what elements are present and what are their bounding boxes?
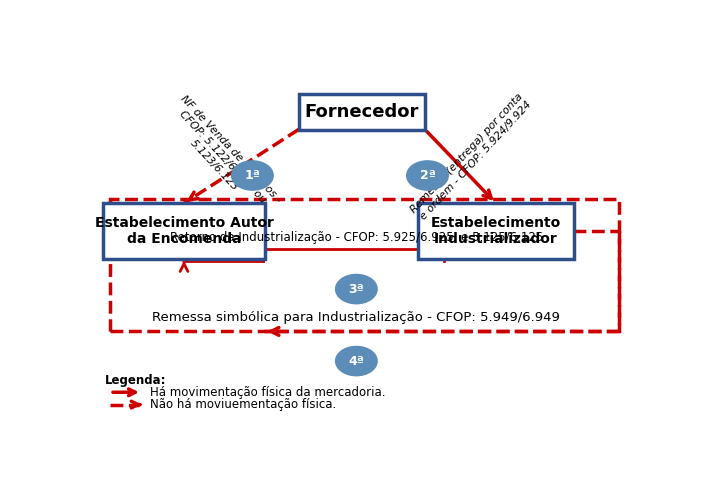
Text: Legenda:: Legenda: bbox=[104, 374, 166, 387]
Text: NF de Venda de Insumos -
CFOP: 5.122/6.122  ou
5.123/6.123: NF de Venda de Insumos - CFOP: 5.122/6.1… bbox=[162, 94, 283, 220]
FancyBboxPatch shape bbox=[103, 204, 265, 259]
Text: Estabelecimento
Industrializador: Estabelecimento Industrializador bbox=[431, 216, 561, 246]
Text: Estabelecimento Autor
da Encomenda: Estabelecimento Autor da Encomenda bbox=[95, 216, 273, 246]
Text: Retorno da Industrialização - CFOP: 5.925/6.925  e 5.125/6.125: Retorno da Industrialização - CFOP: 5.92… bbox=[169, 231, 543, 244]
Text: 4ª: 4ª bbox=[349, 354, 364, 368]
FancyBboxPatch shape bbox=[418, 204, 574, 259]
Circle shape bbox=[335, 346, 377, 376]
Text: Não há moviuementação física.: Não há moviuementação física. bbox=[150, 398, 336, 411]
Text: Remessa (entrega) por conta
e ordem - CFOP: 5.924/9.924: Remessa (entrega) por conta e ordem - CF… bbox=[409, 92, 534, 222]
Circle shape bbox=[232, 161, 273, 190]
FancyBboxPatch shape bbox=[299, 94, 425, 130]
Text: 3ª: 3ª bbox=[349, 282, 364, 296]
Text: 1ª: 1ª bbox=[244, 169, 261, 182]
Text: 2ª: 2ª bbox=[419, 169, 436, 182]
Circle shape bbox=[335, 274, 377, 304]
Text: Fornecedor: Fornecedor bbox=[304, 103, 419, 121]
Text: Remessa simbólica para Industrialização - CFOP: 5.949/6.949: Remessa simbólica para Industrialização … bbox=[152, 312, 561, 324]
Text: Há movimentação física da mercadoria.: Há movimentação física da mercadoria. bbox=[150, 386, 385, 399]
Circle shape bbox=[407, 161, 448, 190]
